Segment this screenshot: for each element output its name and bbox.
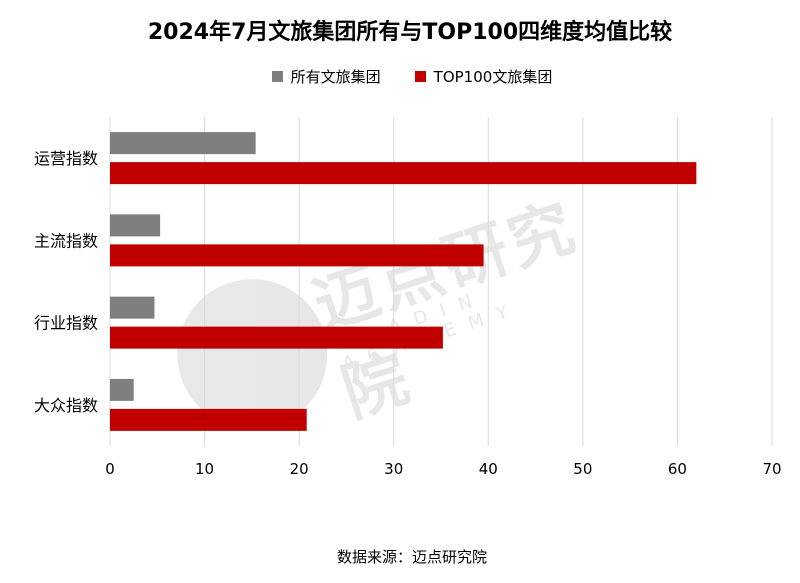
legend-swatch-all	[271, 71, 283, 82]
y-category-label: 行业指数	[34, 314, 98, 333]
x-tick-label: 60	[668, 460, 687, 478]
bar-all	[110, 132, 256, 155]
x-tick-label: 20	[290, 460, 309, 478]
legend-item-all: 所有文旅集团	[271, 66, 381, 87]
y-category-label: 大众指数	[34, 396, 98, 415]
legend-label-top100: TOP100文旅集团	[433, 68, 553, 86]
bar-top100	[110, 408, 307, 431]
bar-all	[110, 214, 161, 237]
bar-top100	[110, 244, 484, 267]
y-category-label: 运营指数	[34, 149, 98, 168]
bar-top100	[110, 162, 697, 185]
legend-swatch-top100	[414, 71, 426, 82]
legend: 所有文旅集团 TOP100文旅集团	[0, 66, 800, 87]
y-category-label: 主流指数	[34, 231, 98, 250]
bar-all	[110, 378, 134, 401]
x-tick-label: 50	[573, 460, 592, 478]
bar-all	[110, 296, 155, 319]
legend-label-all: 所有文旅集团	[290, 68, 381, 86]
x-tick-label: 30	[384, 460, 403, 478]
source-note: 数据来源：迈点研究院	[336, 548, 487, 566]
bar-top100	[110, 326, 443, 349]
legend-item-top100: TOP100文旅集团	[414, 66, 553, 87]
x-tick-label: 40	[479, 460, 498, 478]
x-tick-label: 10	[195, 460, 214, 478]
chart-title: 2024年7月文旅集团所有与TOP100四维度均值比较	[147, 20, 673, 45]
x-tick-label: 0	[105, 460, 115, 478]
x-tick-label: 70	[762, 460, 781, 478]
